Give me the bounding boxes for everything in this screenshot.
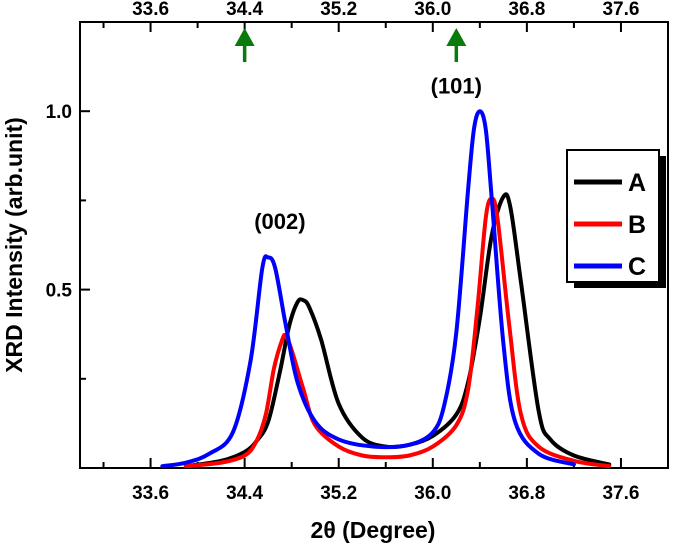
series-line-c xyxy=(160,109,576,468)
legend-label-a: A xyxy=(628,169,646,197)
plot-frame xyxy=(79,21,669,469)
x-tick-label: 36.0 xyxy=(414,483,451,504)
arrow-marker-head xyxy=(234,28,255,46)
x-top-tick-label: 35.2 xyxy=(320,0,357,20)
x-tick-label: 35.2 xyxy=(320,483,357,504)
x-tick-label: 36.8 xyxy=(508,483,545,504)
peak-annotations: (002) (101) xyxy=(254,73,482,234)
y-tick-label: 1.0 xyxy=(46,102,72,123)
legend: ABC xyxy=(566,149,666,288)
y-tick-label: 0.5 xyxy=(46,281,73,302)
series-lines xyxy=(160,109,612,468)
x-top-tick-label: 36.0 xyxy=(414,0,451,20)
peak-markers xyxy=(234,28,467,62)
legend-label-b: B xyxy=(628,211,646,239)
x-tick-label: 33.6 xyxy=(132,483,169,504)
x-top-tick-label: 33.6 xyxy=(132,0,169,20)
x-top-tick-label: 36.8 xyxy=(508,0,545,20)
peak-label: (002) xyxy=(254,209,305,234)
x-tick-label: 34.4 xyxy=(226,483,263,504)
x-top-tick-label: 37.6 xyxy=(602,0,639,20)
peak-label: (101) xyxy=(431,73,482,98)
legend-label-c: C xyxy=(628,253,646,281)
series-line-a xyxy=(183,192,612,468)
legend-box xyxy=(566,149,660,283)
arrow-marker-head xyxy=(446,28,467,46)
series-line-b xyxy=(183,196,612,468)
x-top-tick-label: 34.4 xyxy=(226,0,263,20)
plot-border xyxy=(79,21,669,469)
axis-ticks: 33.6 33.6 34.4 34.4 35.2 35.2 36.0 36.0 36.8 36.8… xyxy=(46,0,640,504)
y-axis-title: XRD Intensity (arb.unit) xyxy=(1,117,27,373)
x-tick-label: 37.6 xyxy=(602,483,639,504)
x-axis-title: 2θ (Degree) xyxy=(311,517,436,543)
